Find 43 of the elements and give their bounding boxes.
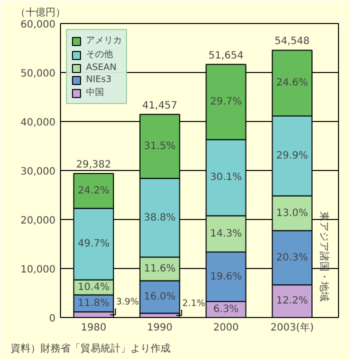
total-label: 29,382 — [76, 160, 112, 171]
y-tick-label: 0 — [49, 314, 56, 324]
annotation: 13.0% — [276, 208, 308, 219]
total-label: 54,548 — [274, 36, 310, 48]
x-tick-label: 1990 — [147, 322, 173, 334]
annotation: 24.2% — [78, 185, 110, 196]
annotation: 19.6% — [210, 271, 242, 282]
annotation: 16.0% — [144, 291, 176, 302]
y-tick-label: 40,000 — [20, 118, 56, 128]
legend-label: ASEAN — [86, 62, 116, 73]
total-label: 51,654 — [208, 50, 244, 62]
x-tick-label: 2000 — [213, 322, 239, 334]
total-label: 41,457 — [142, 100, 178, 112]
annotation: 29.9% — [276, 150, 308, 162]
annotation: 49.7% — [78, 238, 110, 250]
y-tick-label: 10,000 — [20, 264, 56, 276]
legend-label: NIEs3 — [86, 74, 112, 85]
annotation: 6.3% — [213, 304, 239, 316]
y-tick-label: 20,000 — [20, 216, 56, 226]
x-tick-label: 1980 — [80, 322, 106, 334]
text: 資料）財務省「貿易統計」より作成 — [10, 342, 170, 354]
legend-label: 中国 — [86, 86, 105, 99]
annotation: 2.1% — [182, 298, 206, 309]
x-tick-label: 2003(年) — [270, 322, 314, 334]
annotation: 24.6% — [276, 78, 308, 89]
annotation: 14.3% — [210, 228, 242, 240]
annotation: 11.6% — [144, 263, 176, 274]
legend-label: その他 — [86, 48, 113, 61]
y-axis-title: （十億円） — [16, 6, 66, 18]
annotation: 20.3% — [276, 252, 308, 264]
annotation: 12.2% — [276, 296, 308, 307]
y-tick-label: 50,000 — [20, 68, 56, 80]
y-tick-label: 30,000 — [20, 166, 56, 178]
legend-label: アメリカ — [86, 35, 122, 47]
annotation: 10.4% — [78, 282, 110, 293]
annotation: 3.9% — [116, 297, 140, 308]
y-tick-label: 60,000 — [20, 20, 56, 30]
annotation: 38.8% — [144, 212, 176, 224]
annotation: 31.5% — [144, 140, 176, 152]
annotation: 11.8% — [78, 298, 110, 309]
annotation: 東アジア諸国・地域 — [318, 212, 330, 302]
annotation: 29.7% — [210, 96, 242, 108]
annotation: 30.1% — [210, 172, 242, 184]
